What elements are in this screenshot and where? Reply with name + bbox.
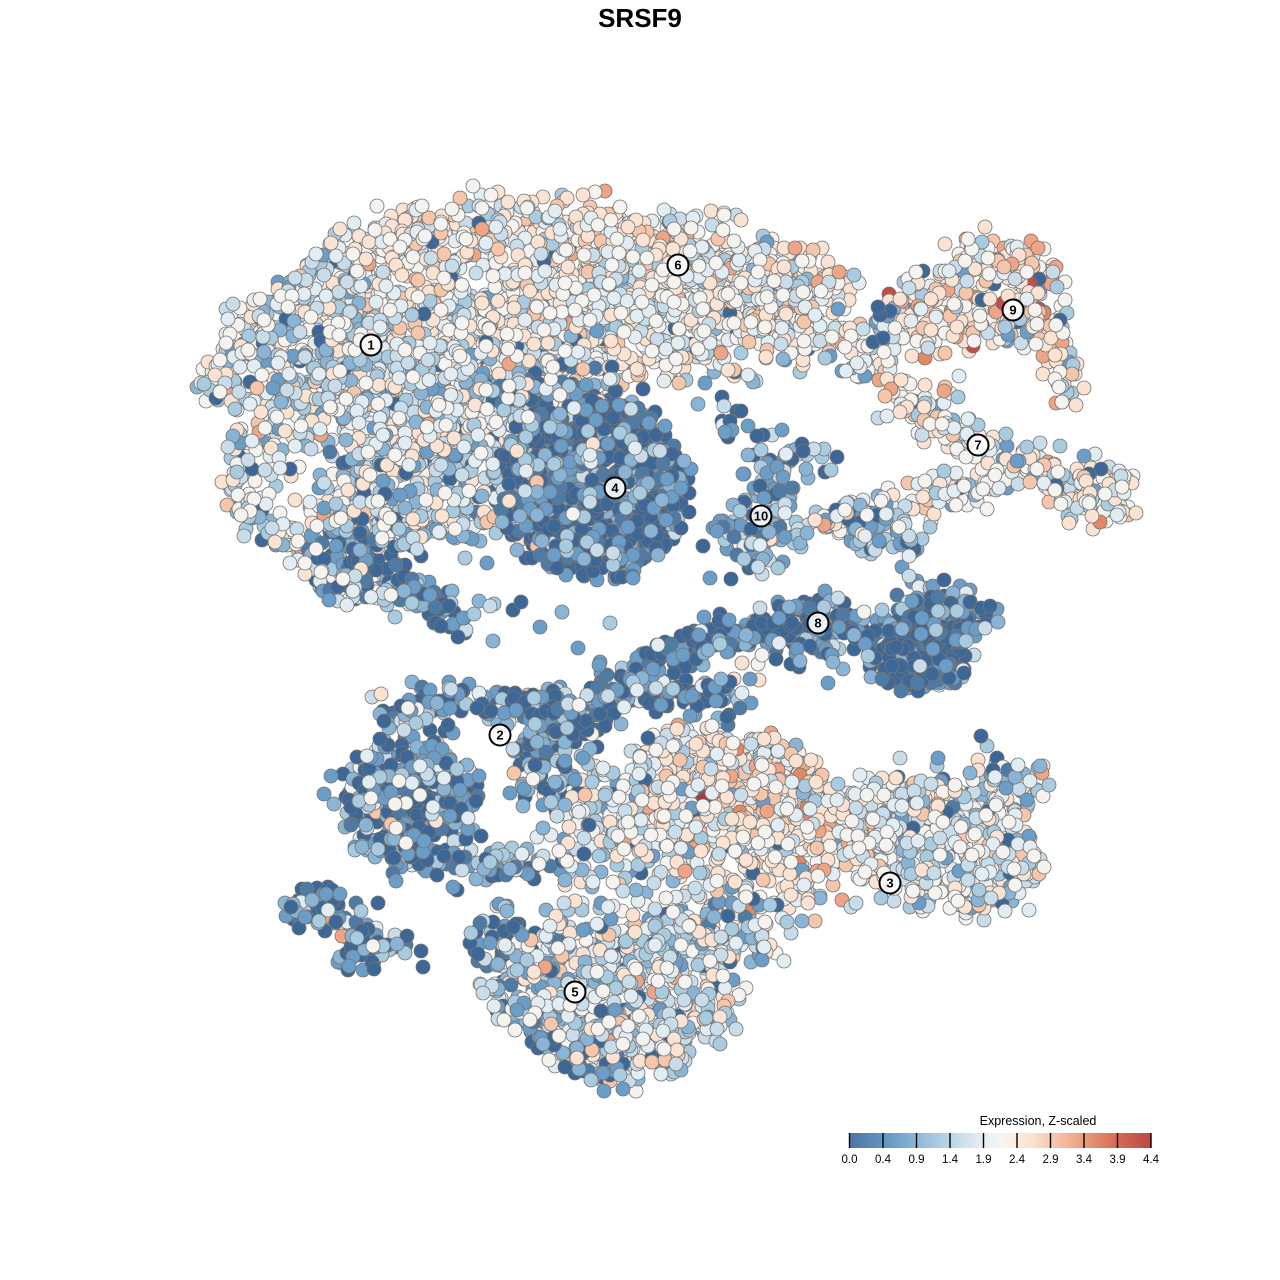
svg-text:SRSF9: SRSF9 <box>598 3 682 33</box>
